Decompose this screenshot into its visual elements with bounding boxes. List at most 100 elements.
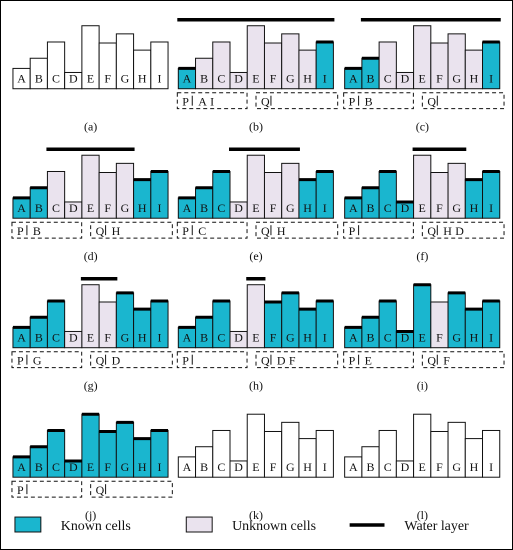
cell-label-E: E <box>87 331 94 345</box>
cell-C <box>212 41 231 90</box>
q-queue-item: D <box>112 354 121 368</box>
cell-label-C: C <box>52 72 60 86</box>
panel-caption: (f) <box>416 249 428 263</box>
cell-label-I: I <box>489 201 493 215</box>
cell-label-G: G <box>452 460 461 474</box>
panel-caption: (l) <box>417 508 428 522</box>
p-queue-item: C <box>198 224 206 238</box>
cell-label-C: C <box>384 72 392 86</box>
cell-label-C: C <box>217 72 225 86</box>
q-queue-item: F <box>443 354 450 368</box>
cell-label-D: D <box>69 460 78 474</box>
cell-label-I: I <box>157 331 161 345</box>
q-queue-label: Q <box>96 224 105 238</box>
p-queue-label: P <box>182 224 189 238</box>
p-queue-box <box>176 221 248 239</box>
cell-label-I: I <box>323 72 327 86</box>
cell-label-D: D <box>69 201 78 215</box>
cell-C <box>378 429 397 478</box>
p-queue-box <box>11 221 83 239</box>
cell-label-F: F <box>436 201 443 215</box>
legend-unknown-swatch <box>185 516 213 533</box>
p-queue-label: P <box>349 95 356 109</box>
cell-label-A: A <box>17 460 26 474</box>
cell-label-E: E <box>87 460 94 474</box>
p-queue-label: P <box>17 483 24 497</box>
cell-label-I: I <box>157 201 161 215</box>
cell-label-H: H <box>303 460 312 474</box>
p-queue-item: A <box>198 95 207 109</box>
q-queue-label: Q <box>427 224 436 238</box>
q-queue-item: H <box>443 224 452 238</box>
legend-known-label: Known cells <box>61 519 131 534</box>
cell-label-G: G <box>286 460 295 474</box>
cell-label-G: G <box>452 72 461 86</box>
panel-caption: (k) <box>249 508 263 522</box>
cell-label-G: G <box>121 72 130 86</box>
panel-c: A B C D E F G H I P B Q (c) <box>343 18 505 134</box>
cell-label-G: G <box>286 201 295 215</box>
q-queue-label: Q <box>427 354 436 368</box>
cell-label-F: F <box>104 331 111 345</box>
p-queue-box <box>176 92 248 110</box>
cell-label-D: D <box>234 460 243 474</box>
panel-caption: (c) <box>416 120 429 134</box>
cell-label-A: A <box>183 72 192 86</box>
panel-e: A B C D E F G H IP C Q H(e) <box>176 147 339 263</box>
q-queue-item: F <box>289 354 296 368</box>
cell-label-F: F <box>104 72 111 86</box>
cell-label-I: I <box>489 331 493 345</box>
cell-label-C: C <box>52 460 60 474</box>
panel-caption: (b) <box>249 120 263 134</box>
cell-label-A: A <box>183 460 192 474</box>
panel-caption: (h) <box>249 379 263 393</box>
panel-caption: (d) <box>84 249 98 263</box>
cell-label-H: H <box>138 72 147 86</box>
cell-label-D: D <box>401 201 410 215</box>
cell-label-A: A <box>183 201 192 215</box>
cell-label-B: B <box>35 331 43 345</box>
p-queue-item: E <box>365 354 372 368</box>
cell-I <box>150 41 169 90</box>
panel-l: A B C D E F G H I (l) <box>344 413 501 522</box>
cell-label-I: I <box>323 460 327 474</box>
panel-a: A B C D E F G H I (a) <box>12 25 169 134</box>
p-queue-box <box>343 92 414 110</box>
cell-label-F: F <box>270 72 277 86</box>
cell-label-H: H <box>303 72 312 86</box>
p-queue-box <box>343 221 414 239</box>
q-queue-item: D <box>455 224 464 238</box>
cell-label-C: C <box>217 201 225 215</box>
cell-label-E: E <box>252 72 259 86</box>
cell-label-C: C <box>384 331 392 345</box>
cell-label-B: B <box>200 460 208 474</box>
cell-label-G: G <box>121 331 130 345</box>
cell-I <box>315 429 334 478</box>
cell-label-I: I <box>489 72 493 86</box>
q-queue-label: Q <box>261 95 270 109</box>
cell-label-F: F <box>270 331 277 345</box>
cell-C <box>378 41 397 90</box>
cell-label-A: A <box>349 331 358 345</box>
cell-label-B: B <box>367 72 375 86</box>
q-queue-label: Q <box>96 354 105 368</box>
cell-label-B: B <box>367 460 375 474</box>
p-queue-item: I <box>210 95 214 109</box>
cell-label-G: G <box>121 460 130 474</box>
cell-label-D: D <box>234 201 243 215</box>
cell-label-A: A <box>17 201 26 215</box>
p-queue-item: B <box>33 224 41 238</box>
p-queue-item: G <box>33 354 42 368</box>
cell-label-B: B <box>200 201 208 215</box>
panel-caption: (a) <box>84 120 97 134</box>
cell-label-B: B <box>367 201 375 215</box>
cell-label-B: B <box>35 201 43 215</box>
cell-label-I: I <box>157 72 161 86</box>
cell-label-H: H <box>138 460 147 474</box>
p-queue-label: P <box>182 95 189 109</box>
cell-label-I: I <box>489 460 493 474</box>
cell-label-H: H <box>138 201 147 215</box>
cell-label-F: F <box>104 460 111 474</box>
p-queue-box <box>11 351 83 369</box>
cell-label-C: C <box>217 460 225 474</box>
